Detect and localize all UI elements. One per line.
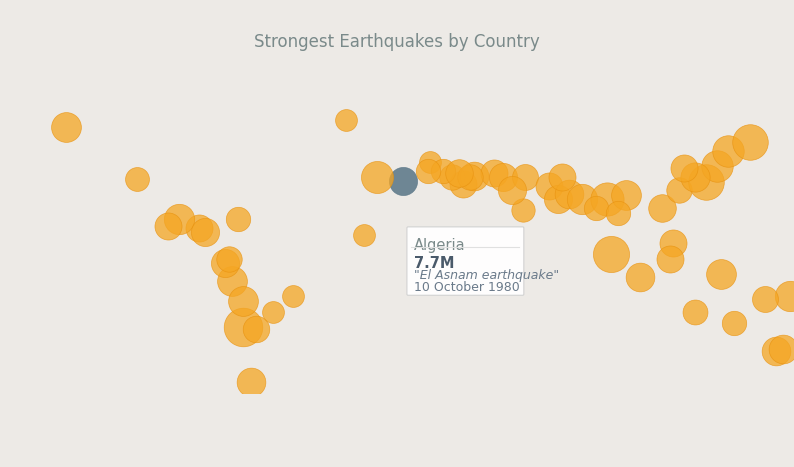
- Point: [198, 229, 211, 236]
- Point: [722, 147, 734, 155]
- Point: [340, 116, 353, 124]
- Point: [287, 293, 299, 300]
- Point: [620, 191, 633, 198]
- Point: [783, 293, 794, 300]
- Point: [453, 169, 465, 177]
- Point: [777, 346, 789, 353]
- Point: [556, 174, 569, 181]
- Point: [496, 174, 509, 181]
- Point: [611, 209, 624, 216]
- Point: [245, 379, 258, 386]
- Point: [424, 158, 437, 166]
- Point: [60, 123, 72, 130]
- Point: [589, 205, 602, 212]
- Point: [488, 169, 500, 177]
- Point: [634, 273, 646, 280]
- Point: [715, 270, 727, 278]
- Point: [396, 177, 409, 185]
- Point: [576, 196, 588, 203]
- Point: [172, 215, 185, 223]
- Text: Strongest Earthquakes by Country: Strongest Earthquakes by Country: [254, 33, 540, 51]
- Point: [445, 174, 458, 181]
- Point: [457, 180, 469, 188]
- Point: [130, 176, 143, 183]
- Point: [711, 163, 723, 170]
- Point: [743, 138, 756, 146]
- Point: [464, 174, 476, 181]
- Point: [192, 224, 205, 232]
- Point: [237, 297, 249, 304]
- Point: [655, 205, 668, 212]
- Point: [688, 308, 701, 316]
- Point: [604, 251, 617, 258]
- Point: [267, 308, 279, 316]
- Point: [161, 222, 174, 229]
- Point: [357, 231, 370, 238]
- Point: [371, 174, 384, 181]
- Point: [543, 182, 556, 190]
- Point: [677, 165, 690, 172]
- Point: [666, 240, 679, 247]
- Text: Algeria: Algeria: [414, 238, 465, 253]
- Point: [518, 174, 531, 181]
- FancyBboxPatch shape: [407, 227, 524, 295]
- Point: [728, 319, 741, 326]
- Point: [759, 295, 772, 302]
- Point: [505, 187, 518, 194]
- Point: [673, 187, 686, 194]
- Point: [437, 167, 449, 174]
- Point: [468, 172, 480, 180]
- Point: [770, 348, 783, 355]
- Text: 7.7M: 7.7M: [414, 255, 454, 270]
- Point: [237, 324, 249, 331]
- Point: [664, 255, 676, 262]
- Point: [218, 260, 231, 267]
- Point: [249, 325, 262, 333]
- Point: [600, 196, 613, 203]
- Point: [223, 255, 236, 262]
- Point: [516, 206, 529, 214]
- Point: [563, 190, 576, 198]
- Text: "El Asnam earthquake": "El Asnam earthquake": [414, 269, 559, 282]
- Point: [552, 196, 565, 203]
- Point: [700, 178, 712, 185]
- Point: [688, 174, 701, 181]
- Point: [232, 215, 245, 223]
- Point: [225, 277, 238, 285]
- Point: [422, 167, 434, 174]
- Text: 10 October 1980: 10 October 1980: [414, 281, 519, 294]
